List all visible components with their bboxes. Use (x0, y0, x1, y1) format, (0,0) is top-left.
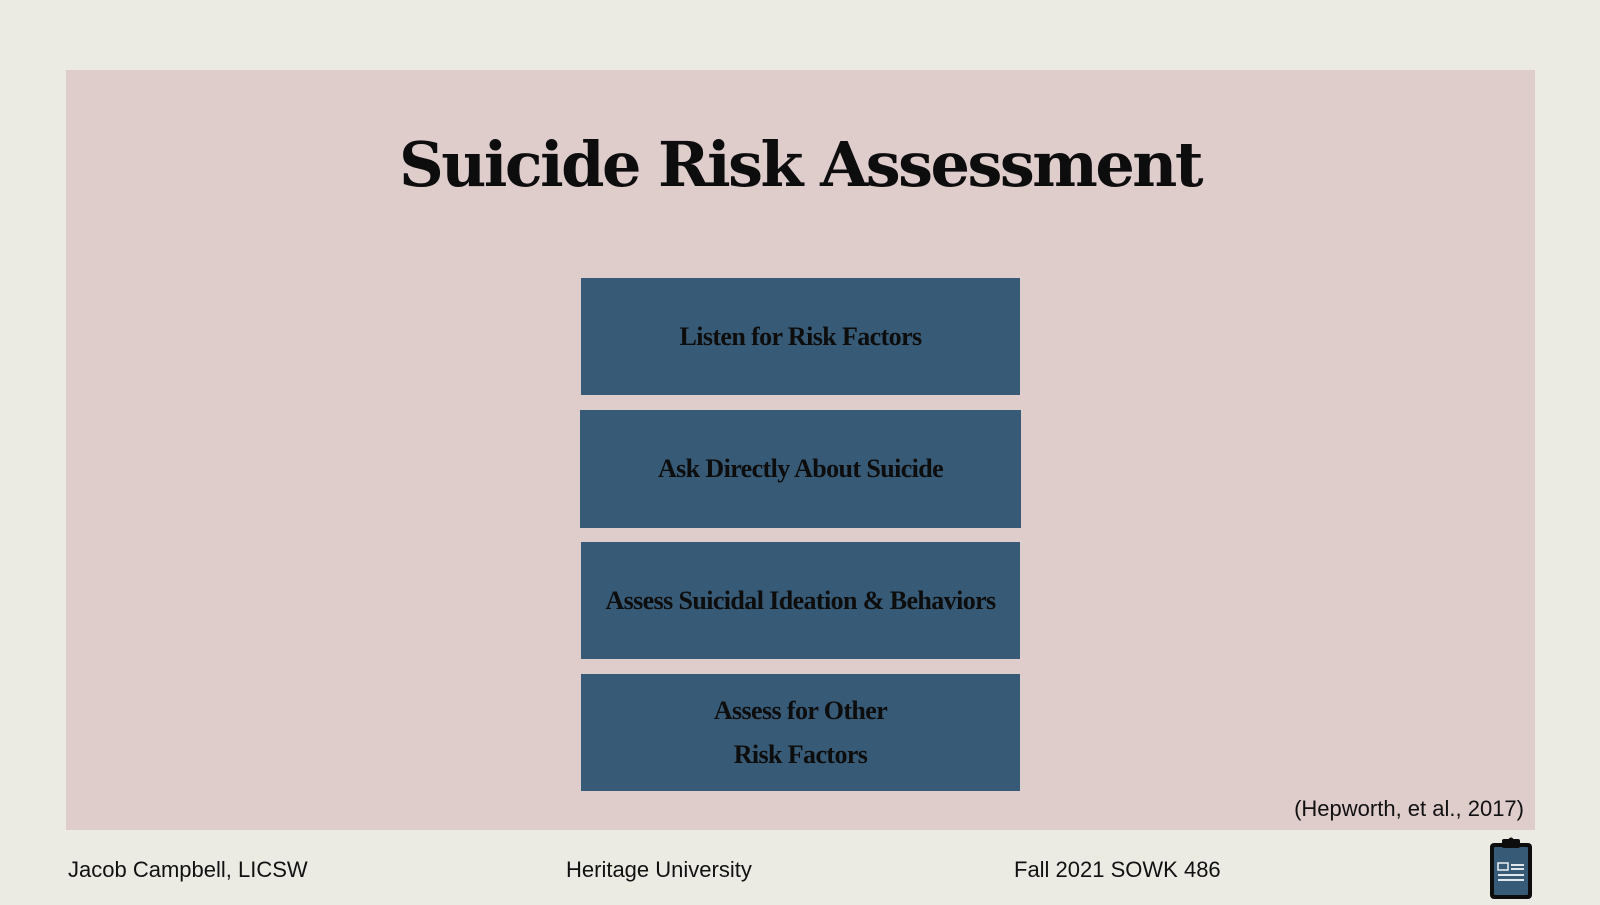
citation: (Hepworth, et al., 2017) (1294, 796, 1524, 821)
step-label-line-2: Risk Factors (733, 739, 868, 769)
step-label: Listen for Risk Factors (679, 321, 922, 351)
step-box-listen: Listen for Risk Factors (581, 278, 1020, 395)
step-label: Ask Directly About Suicide (657, 454, 944, 483)
slide-title: Suicide Risk Assessment (398, 128, 1204, 201)
step-box-assess-ideation: Assess Suicidal Ideation & Behaviors (581, 542, 1020, 659)
step-label: Assess Suicidal Ideation & Behaviors (605, 585, 996, 615)
step-box-assess-other: Assess for Other Risk Factors (581, 674, 1020, 791)
step-label-line-1: Assess for Other (713, 695, 888, 725)
step-box-ask-directly: Ask Directly About Suicide (580, 410, 1021, 528)
footer-course: Fall 2021 SOWK 486 (1014, 857, 1221, 882)
clipboard-icon (1487, 836, 1535, 900)
footer-author: Jacob Campbell, LICSW (68, 857, 308, 882)
footer-school: Heritage University (566, 857, 752, 882)
